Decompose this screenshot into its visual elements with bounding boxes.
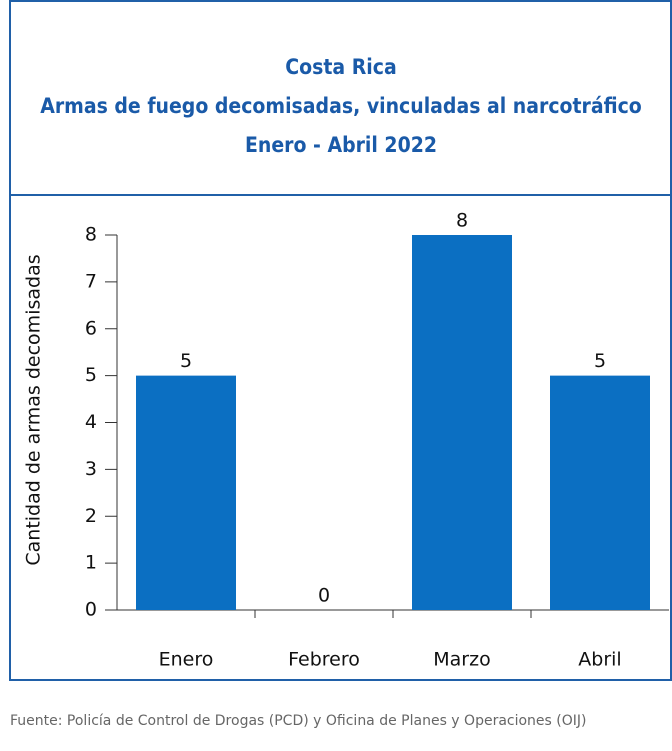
y-tick-label: 5	[85, 364, 97, 386]
data-label: 0	[318, 585, 330, 607]
bar	[412, 235, 512, 610]
x-tick-label: Enero	[159, 649, 214, 671]
y-tick-label: 4	[85, 411, 97, 433]
chart-title: Costa Rica	[285, 55, 396, 79]
source-note: Fuente: Policía de Control de Drogas (PC…	[10, 713, 586, 729]
data-label: 8	[456, 210, 468, 232]
x-tick-label: Febrero	[288, 649, 360, 671]
bar	[550, 375, 650, 610]
y-tick-label: 2	[85, 505, 97, 527]
data-label: 5	[180, 350, 192, 372]
y-tick-label: 0	[85, 599, 97, 621]
chart-subtitle: Armas de fuego decomisadas, vinculadas a…	[40, 94, 642, 118]
y-tick-label: 3	[85, 458, 97, 480]
chart-period: Enero - Abril 2022	[245, 133, 437, 157]
bar	[136, 375, 236, 610]
y-tick-label: 7	[85, 270, 97, 292]
y-tick-label: 6	[85, 317, 97, 339]
chart-panel	[9, 194, 672, 681]
data-label: 5	[594, 350, 606, 372]
x-tick-label: Abril	[578, 649, 621, 671]
y-tick-label: 1	[85, 552, 97, 574]
y-tick-label: 8	[85, 224, 97, 246]
x-tick-label: Marzo	[433, 649, 490, 671]
y-axis-label: Cantidad de armas decomisadas	[23, 254, 45, 565]
